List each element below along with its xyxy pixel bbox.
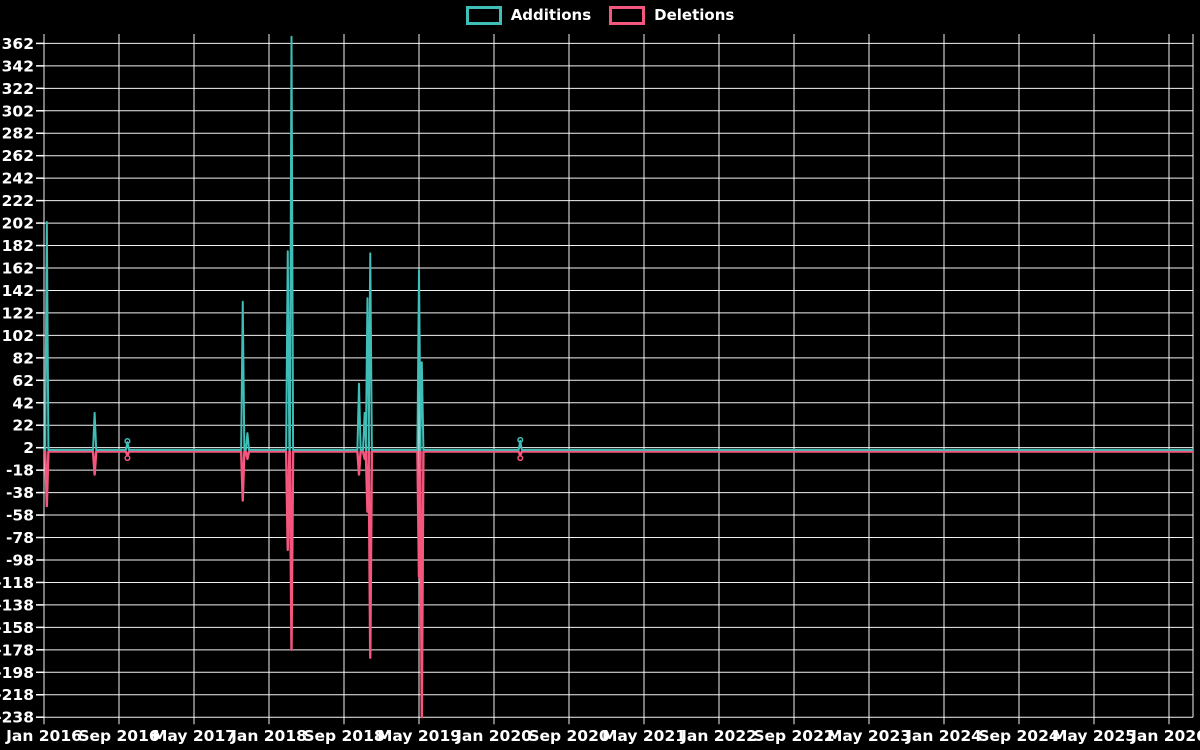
x-tick-label: Jan 2018 — [230, 727, 307, 745]
additions-line — [44, 35, 1193, 451]
additions-blip-marker — [124, 438, 131, 445]
x-tick-label: Sep 2018 — [303, 727, 384, 745]
y-tick-label: 222 — [2, 192, 34, 210]
x-tick-label: May 2017 — [152, 727, 236, 745]
y-tick-label: 22 — [12, 417, 34, 435]
y-tick-label: 322 — [2, 80, 34, 98]
x-tick-label: Jan 2016 — [5, 727, 82, 745]
y-tick-label: 102 — [2, 327, 34, 345]
y-tick-label: 122 — [2, 304, 34, 322]
y-tick-label: -238 — [0, 709, 34, 727]
deletions-line — [44, 450, 1193, 719]
y-tick-label: 182 — [2, 237, 34, 255]
x-tick-label: Jan 2020 — [455, 727, 532, 745]
additions-swatch-icon — [465, 6, 502, 25]
y-tick-label: -38 — [6, 484, 34, 502]
x-tick-label: Sep 2020 — [528, 727, 610, 745]
deletions-blip-marker — [124, 454, 131, 462]
x-tick-label: Sep 2022 — [753, 727, 834, 745]
y-tick-label: 262 — [2, 147, 34, 165]
y-tick-label: 242 — [2, 170, 34, 188]
y-tick-label: -158 — [0, 619, 34, 637]
x-tick-label: Jan 2026 — [1130, 727, 1200, 745]
legend-item-additions[interactable]: Additions — [465, 6, 592, 25]
deletions-blip-marker — [517, 454, 524, 462]
x-tick-label: May 2023 — [827, 727, 911, 745]
y-tick-label: -178 — [0, 641, 34, 659]
x-tick-label: May 2021 — [602, 727, 686, 745]
y-tick-label: 162 — [2, 260, 34, 278]
chart-legend: Additions Deletions — [0, 6, 1200, 25]
legend-item-deletions[interactable]: Deletions — [609, 6, 734, 25]
y-tick-label: -198 — [0, 664, 34, 682]
y-tick-label: -218 — [0, 686, 34, 704]
y-tick-label: -138 — [0, 596, 34, 614]
y-tick-label: -78 — [6, 529, 34, 547]
additions-blip-marker — [517, 436, 524, 443]
x-tick-label: Sep 2024 — [978, 727, 1060, 745]
x-tick-label: May 2019 — [377, 727, 461, 745]
x-tick-label: May 2025 — [1052, 727, 1136, 745]
x-tick-label: Jan 2024 — [905, 727, 982, 745]
y-tick-label: -58 — [6, 507, 34, 525]
x-tick-label: Sep 2016 — [78, 727, 159, 745]
y-tick-label: -98 — [6, 551, 34, 569]
y-tick-label: 62 — [12, 372, 34, 390]
legend-label-additions: Additions — [510, 6, 592, 24]
x-tick-label: Jan 2022 — [680, 727, 757, 745]
y-tick-label: 2 — [23, 439, 34, 457]
y-tick-label: 302 — [2, 102, 34, 120]
y-tick-label: 282 — [2, 125, 34, 143]
y-tick-label: 82 — [12, 349, 34, 367]
deletions-swatch-icon — [609, 6, 646, 25]
y-tick-label: 42 — [12, 394, 34, 412]
y-tick-label: 142 — [2, 282, 34, 300]
y-tick-label: 202 — [2, 215, 34, 233]
y-tick-label: 342 — [2, 57, 34, 75]
y-tick-label: 362 — [2, 35, 34, 53]
legend-label-deletions: Deletions — [654, 6, 735, 24]
y-tick-label: -118 — [0, 574, 34, 592]
y-tick-label: -18 — [6, 462, 34, 480]
